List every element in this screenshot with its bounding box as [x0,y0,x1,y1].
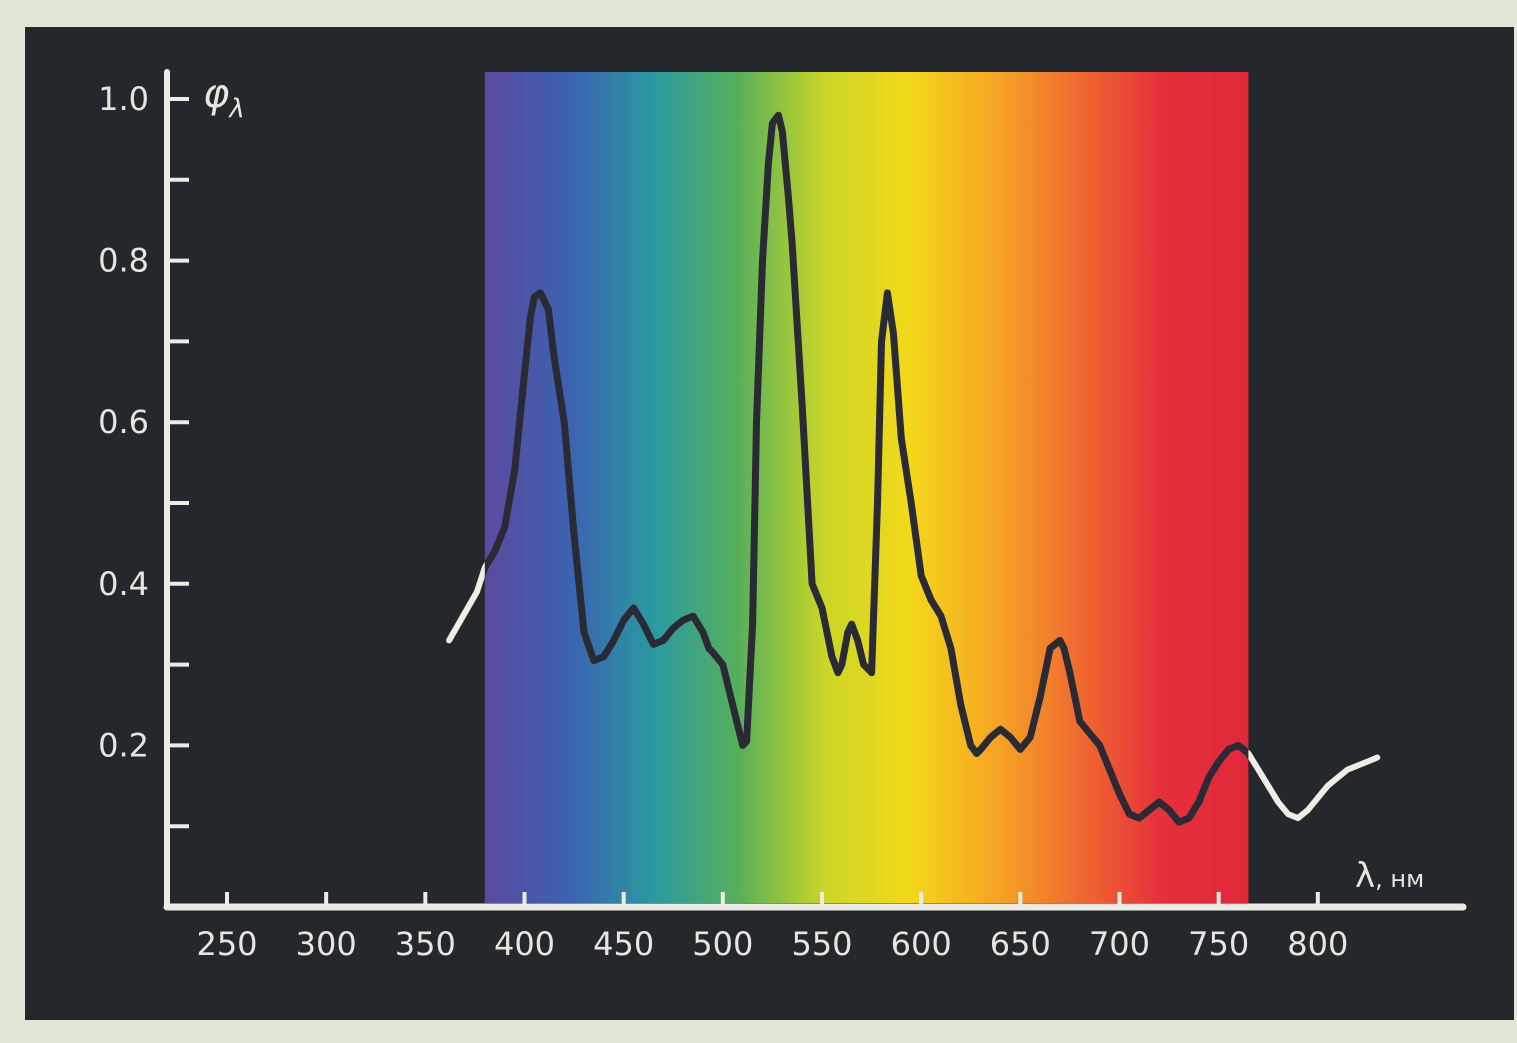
y-tick-label-1: 1.0 [98,80,149,118]
chart-panel: 250 300 350 400 450 500 550 600 650 700 750 800 0.2 0… [25,27,1514,1020]
x-tick-label-500: 500 [692,925,753,963]
x-axis-title-main: λ [1355,856,1375,896]
x-tick-label-400: 400 [494,925,555,963]
x-axis-title: λ, нм [1355,856,1424,896]
spectral-curve [484,111,1249,826]
spectral-chart: 250 300 350 400 450 500 550 600 650 700 750 800 0.2 0… [98,69,1467,963]
x-tick-label-600: 600 [891,925,952,963]
ticks-group: 250 300 350 400 450 500 550 600 650 700 750 800 0.2 0… [98,80,1348,963]
x-tick-label-250: 250 [196,925,257,963]
x-tick-label-750: 750 [1188,925,1249,963]
y-tick-label-0.6: 0.6 [98,403,149,441]
y-axis-title: φλ [203,71,245,124]
y-tick-label-0.4: 0.4 [98,565,149,603]
x-tick-label-300: 300 [296,925,357,963]
x-axis-title-unit: , нм [1375,865,1424,893]
axes-group [163,69,1467,911]
curve-inside-band-group [484,111,1249,826]
y-tick-label-0.8: 0.8 [98,242,149,280]
x-tick-label-700: 700 [1089,925,1150,963]
y-axis-title-sub: λ [227,94,244,124]
x-tick-label-550: 550 [791,925,852,963]
x-tick-label-800: 800 [1287,925,1348,963]
x-tick-label-650: 650 [990,925,1051,963]
y-tick-label-0.2: 0.2 [98,726,149,764]
x-tick-label-350: 350 [395,925,456,963]
visible-spectrum-band [484,72,1249,903]
x-tick-label-450: 450 [593,925,654,963]
y-axis-title-main: φ [203,71,229,117]
